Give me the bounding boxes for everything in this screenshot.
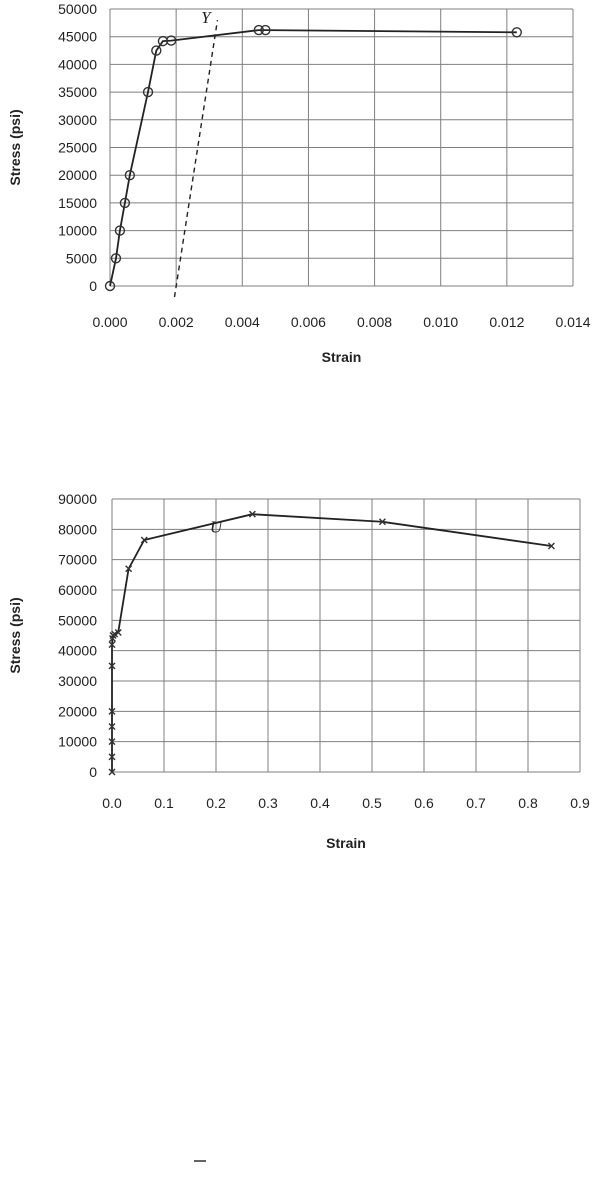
data-point-stroke	[108, 768, 116, 776]
x-tick-label: 0.0	[102, 795, 122, 811]
point-annotation: U	[210, 517, 224, 536]
data-point	[108, 662, 116, 670]
data-point	[110, 253, 122, 264]
y-tick-label: 40000	[58, 56, 97, 72]
data-point	[253, 24, 265, 36]
data-point-stroke	[108, 641, 116, 649]
y-tick-label: 45000	[58, 29, 97, 45]
data-point	[248, 510, 256, 518]
x-tick-label: 0.004	[225, 314, 260, 330]
data-point	[114, 225, 126, 236]
data-point	[511, 27, 522, 38]
data-point-stroke	[108, 662, 116, 670]
y-tick-label: 90000	[58, 491, 97, 507]
data-point	[108, 738, 116, 746]
data-point	[108, 753, 116, 761]
x-tick-label: 0.014	[555, 314, 590, 330]
data-point-stroke	[378, 518, 386, 526]
chart-2-full-curve: 0.0 0.1 0.2 0.3 0.4 0.5 0.6 0.7 0.8 0.9 0 10000 2000…	[7, 491, 590, 851]
data-point	[260, 24, 271, 36]
x-tick-label: 0.7	[466, 795, 486, 811]
y-tick-label: 10000	[58, 223, 97, 239]
point-annotation: Y	[201, 8, 212, 27]
data-point-stroke	[114, 628, 122, 636]
data-point	[547, 542, 555, 550]
data-point	[142, 86, 154, 98]
data-point	[378, 518, 386, 526]
data-point	[114, 628, 122, 636]
y-tick-label: 0	[89, 764, 97, 780]
y-tick-label: 50000	[58, 1, 97, 17]
data-point	[108, 723, 116, 730]
x-tick-label: 0.006	[291, 314, 326, 330]
x-tick-label: 0.9	[570, 795, 590, 811]
data-point-stroke	[248, 510, 256, 518]
x-tick-label: 0.8	[518, 795, 538, 811]
data-point	[125, 565, 133, 573]
data-point-stroke	[111, 630, 119, 638]
offset-line	[173, 19, 219, 298]
x-tick-label: 0.008	[357, 314, 392, 330]
data-point-stroke	[108, 753, 116, 761]
x-tick-label: 0.2	[206, 795, 226, 811]
y-tick-label: 80000	[58, 521, 97, 537]
x-tick-label: 0.012	[489, 314, 524, 330]
y-tick-label: 30000	[58, 112, 97, 128]
y-tick-label: 0	[89, 278, 97, 294]
y-axis-title: Stress (psi)	[7, 109, 23, 185]
data-point	[119, 197, 131, 209]
y-tick-label: 40000	[58, 643, 97, 659]
series-line	[109, 29, 517, 287]
data-point	[104, 280, 116, 292]
y-tick-label: 15000	[58, 195, 97, 211]
y-tick-label: 60000	[58, 582, 97, 598]
y-axis-title: Stress (psi)	[7, 597, 23, 673]
data-point-stroke	[108, 723, 116, 730]
data-point	[157, 35, 169, 47]
data-point	[108, 641, 116, 649]
chart-1-elastic-region: 0.000 0.002 0.004 0.006 0.008 0.010 0.012 0.014…	[7, 1, 591, 365]
y-tick-label: 35000	[58, 84, 97, 100]
data-point	[165, 35, 177, 46]
y-tick-label: 30000	[58, 673, 97, 689]
data-point	[124, 169, 136, 181]
y-tick-label: 70000	[58, 552, 97, 568]
y-tick-label: 20000	[58, 167, 97, 183]
x-tick-label: 0.1	[154, 795, 174, 811]
data-point-stroke	[108, 707, 116, 715]
y-tick-label: 20000	[58, 703, 97, 719]
x-tick-label: 0.5	[362, 795, 382, 811]
data-point	[108, 707, 116, 715]
x-tick-label: 0.6	[414, 795, 434, 811]
x-tick-label: 0.000	[92, 314, 127, 330]
data-point-stroke	[108, 738, 116, 746]
data-point-stroke	[125, 565, 133, 573]
x-tick-label: 0.4	[310, 795, 330, 811]
data-point	[151, 45, 162, 56]
x-tick-label: 0.3	[258, 795, 278, 811]
y-tick-label: 10000	[58, 734, 97, 750]
data-point-stroke	[547, 542, 555, 550]
x-tick-label: 0.002	[159, 314, 194, 330]
series-line	[111, 513, 552, 772]
y-tick-label: 50000	[58, 612, 97, 628]
data-point	[108, 768, 116, 776]
y-tick-label: 5000	[66, 250, 97, 266]
data-point-stroke	[140, 536, 148, 544]
x-axis-title: Strain	[322, 349, 362, 365]
data-point	[111, 630, 119, 638]
x-axis-title: Strain	[326, 835, 366, 851]
x-tick-label: 0.010	[423, 314, 458, 330]
y-tick-label: 25000	[58, 140, 97, 156]
data-point	[140, 536, 148, 544]
